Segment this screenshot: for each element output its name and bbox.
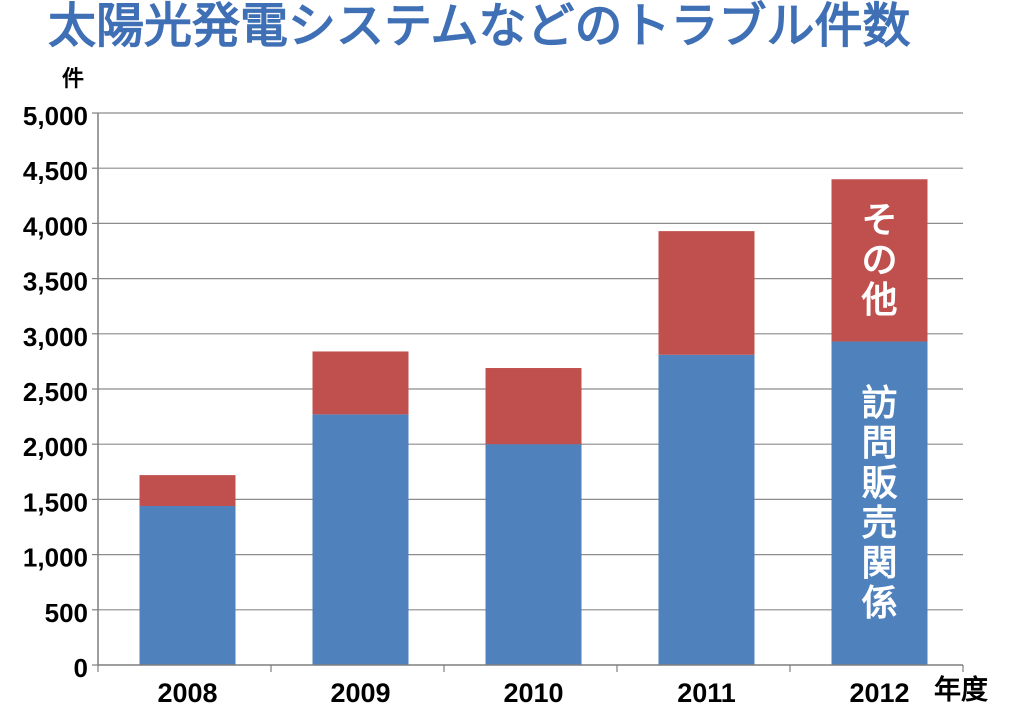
y-tick-label: 5,000 <box>23 101 88 131</box>
x-tick-label: 2010 <box>503 678 563 708</box>
bar-2008-other <box>139 475 236 507</box>
bar-2009-other <box>312 351 409 415</box>
x-axis-label: 年度 <box>934 675 988 705</box>
y-tick-label: 3,500 <box>23 267 88 297</box>
bar-2010-other <box>485 368 582 445</box>
x-tick-label: 2009 <box>330 678 390 708</box>
bar-2008-door-to-door-sales <box>139 506 236 665</box>
bar-2012-other <box>831 179 928 342</box>
bar-2011-door-to-door-sales <box>658 354 755 665</box>
series-label-other: その他 <box>861 199 898 321</box>
y-tick-label: 4,000 <box>23 211 88 241</box>
x-tick-label: 2011 <box>677 678 736 708</box>
y-tick-label: 2,500 <box>23 377 88 407</box>
y-axis-unit-label: 件 <box>62 66 85 91</box>
bar-2011-other <box>658 231 755 355</box>
y-tick-label: 1,000 <box>23 543 88 573</box>
y-tick-label: 2,000 <box>23 432 88 462</box>
x-tick-label: 2012 <box>849 678 909 708</box>
bar-2010-door-to-door-sales <box>485 444 582 665</box>
bar-2009-door-to-door-sales <box>312 414 409 665</box>
y-tick-label: 4,500 <box>23 156 88 186</box>
y-tick-label: 500 <box>45 598 88 628</box>
x-tick-label: 2008 <box>157 678 217 708</box>
y-tick-label: 1,500 <box>23 487 88 517</box>
series-label-door-to-door-sales: 訪問販売関係 <box>861 382 898 624</box>
chart-title: 太陽光発電システムなどのトラブル件数 <box>48 0 911 53</box>
bar-2012-door-to-door-sales <box>831 341 928 665</box>
y-tick-label: 3,000 <box>23 322 88 352</box>
y-tick-label: 0 <box>74 653 88 683</box>
